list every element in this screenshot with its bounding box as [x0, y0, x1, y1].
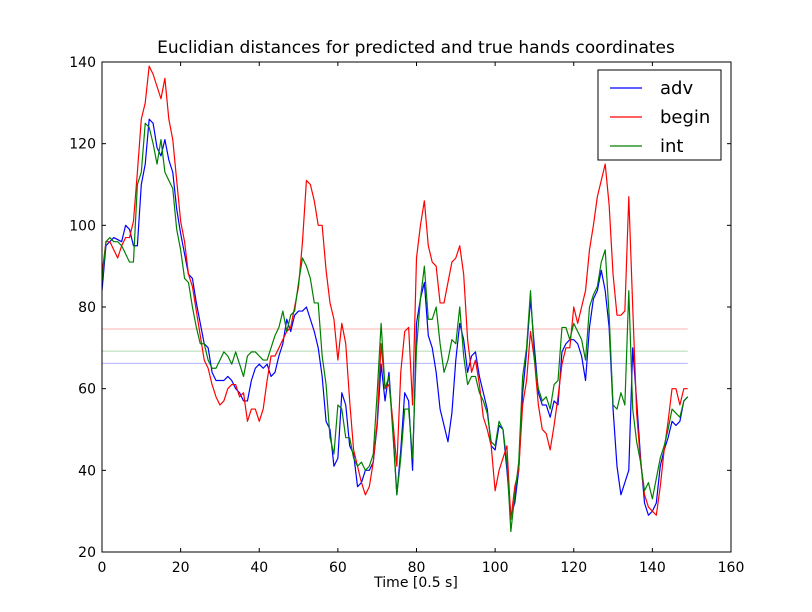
y-tick-label: 80 [78, 300, 96, 316]
legend-label-adv: adv [660, 78, 693, 99]
x-tick-label: 40 [250, 560, 268, 576]
x-tick-label: 20 [172, 560, 190, 576]
legend: adv begin int [597, 69, 722, 161]
x-tick-label: 100 [482, 560, 509, 576]
y-tick-label: 100 [69, 218, 96, 234]
x-tick-label: 80 [408, 560, 426, 576]
x-tick-label: 120 [560, 560, 587, 576]
chart-title: Euclidian distances for predicted and tr… [157, 38, 675, 58]
y-tick-label: 140 [69, 55, 96, 71]
x-tick-label: 140 [639, 560, 666, 576]
x-tick-label: 160 [718, 560, 745, 576]
y-tick-label: 40 [78, 463, 96, 479]
y-axis: 20 40 60 80 100 120 140 [69, 55, 731, 561]
x-axis-label: Time [0.5 s] [373, 575, 458, 591]
series-lines [102, 65, 689, 533]
y-tick-label: 120 [69, 137, 96, 153]
y-tick-label: 60 [78, 382, 96, 398]
legend-label-int: int [660, 136, 683, 157]
series-line-int [102, 122, 689, 533]
legend-label-begin: begin [660, 107, 710, 128]
x-tick-label: 0 [98, 560, 107, 576]
y-tick-label: 20 [78, 545, 96, 561]
x-axis: 0 20 40 60 80 100 120 140 160 [98, 62, 745, 576]
legend-box [597, 69, 722, 161]
x-tick-label: 60 [329, 560, 347, 576]
series-line-begin [102, 65, 688, 520]
